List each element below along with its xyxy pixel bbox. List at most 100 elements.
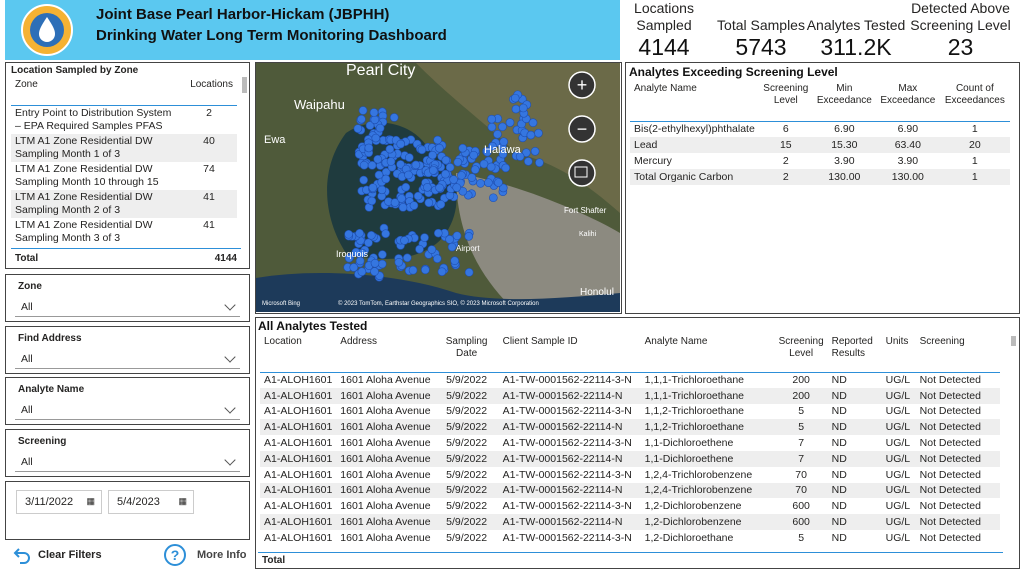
cell: ND: [831, 374, 847, 387]
column-header: Count of Exceedances: [944, 83, 1005, 106]
map-point: [441, 169, 450, 179]
map-point: [521, 148, 531, 157]
map-label: Honolul: [580, 287, 614, 298]
cell: 6: [782, 123, 789, 136]
map-point: [344, 253, 354, 263]
map-point: [498, 183, 508, 193]
map-point: [420, 233, 429, 242]
cell: Bis(2-ethylhexyl)phthalate: [634, 123, 755, 136]
cell: UG/L: [885, 468, 911, 481]
cell: A1-ALOH1601: [264, 452, 333, 465]
filter-slicer: Screening All: [5, 429, 250, 477]
dropdown[interactable]: All: [15, 297, 240, 317]
map-point: [369, 108, 379, 117]
cell: 1,1-Dichloroethene: [644, 437, 734, 450]
cell: 40: [203, 134, 215, 147]
cell: Not Detected: [919, 516, 981, 529]
header-row: Location Address Sampling Date Client Sampl…: [260, 336, 1000, 372]
dropdown[interactable]: All: [15, 400, 240, 420]
map-point: [365, 121, 375, 130]
cell: 5/9/2022: [446, 374, 488, 387]
cell: 15.30: [831, 139, 858, 151]
cell: 3.90: [834, 155, 855, 167]
map-point: [359, 175, 368, 185]
map-label: Waipahu: [294, 97, 345, 112]
cell: 5/9/2022: [446, 468, 488, 481]
cell: 1601 Aloha Avenue: [340, 437, 431, 450]
cell: A1-ALOH1601: [264, 405, 333, 418]
column-header: Zone: [15, 79, 38, 90]
map-point: [467, 173, 477, 182]
cell: Not Detected: [919, 500, 981, 513]
map-point: [389, 113, 399, 122]
zoom-button[interactable]: [568, 71, 596, 99]
map-point: [528, 118, 538, 127]
cell: ND: [831, 500, 847, 513]
cell: 2: [206, 106, 212, 119]
cell: 1601 Aloha Avenue: [340, 374, 431, 387]
table-row: Total Organic Carbon 2 130.00 130.00 1: [630, 169, 1010, 185]
total-label: Total: [15, 253, 39, 264]
table-row: A1-ALOH1601 1601 Aloha Avenue 5/9/2022 A1-T…: [260, 482, 1000, 499]
cell: LTM A1 Zone Residential DW Sampling Mont…: [15, 162, 159, 188]
table-row: A1-ALOH1601 1601 Aloha Avenue 5/9/2022 A1-T…: [260, 450, 1000, 467]
map-point: [486, 162, 496, 172]
svg-text:?: ?: [171, 547, 180, 563]
map-point: [349, 263, 359, 272]
cell: Lead: [634, 139, 658, 151]
map-point: [390, 198, 400, 207]
cell: 7: [798, 452, 805, 465]
map-point: [357, 267, 367, 277]
cell: 41: [203, 190, 215, 203]
more-info-button[interactable]: ? More Info: [163, 543, 247, 567]
zoom-button[interactable]: [568, 115, 596, 143]
dropdown-value: All: [21, 404, 33, 416]
map-point: [396, 160, 405, 169]
cell: 1: [971, 155, 978, 167]
map-label: Airport: [456, 244, 480, 253]
map-point: [355, 256, 365, 266]
map-point: [493, 129, 502, 139]
dropdown[interactable]: All: [15, 349, 240, 369]
table-row: A1-ALOH1601 1601 Aloha Avenue 5/9/2022 A1-T…: [260, 498, 1000, 514]
map-point: [535, 158, 544, 167]
map-point: [375, 123, 385, 133]
terrain: [416, 63, 620, 213]
calendar-icon: ▦: [178, 496, 187, 506]
zone-row: LTM A1 Zone Residential DW Sampling Mont…: [11, 189, 237, 218]
cell: LTM A1 Zone Residential DW Sampling Mont…: [15, 218, 153, 244]
map-point: [450, 256, 459, 265]
dropdown[interactable]: All: [15, 452, 240, 472]
cell: A1-ALOH1601: [264, 484, 333, 497]
select-button[interactable]: [568, 159, 596, 187]
column-header: Units: [885, 336, 909, 347]
calendar-icon: ▦: [86, 496, 95, 506]
dropdown-value: All: [21, 301, 33, 313]
cell: A1-ALOH1601: [264, 421, 333, 434]
cell: LTM A1 Zone Residential DW Sampling Mont…: [15, 134, 153, 160]
map-point: [479, 159, 489, 169]
total-value: 4144: [214, 253, 237, 264]
map-point: [484, 178, 493, 187]
map-point: [370, 115, 380, 125]
map-point: [436, 200, 446, 209]
ocean: [256, 273, 620, 312]
cell: A1-TW-0001562-22114-N: [502, 421, 623, 434]
map-point: [429, 166, 438, 175]
end-date[interactable]: 5/4/2023 ▦: [108, 490, 194, 514]
cell: 1,1,1-Trichloroethane: [644, 389, 745, 402]
start-date[interactable]: 3/11/2022 ▦: [16, 490, 102, 514]
cell: 5/9/2022: [446, 531, 488, 544]
column-header: Reported Results: [831, 336, 873, 359]
scrollbar: [1011, 336, 1016, 346]
map-point: [452, 183, 461, 192]
map-point: [353, 124, 363, 133]
map-point: [515, 152, 525, 161]
clear-filters-button[interactable]: Clear Filters: [12, 544, 102, 566]
map-point: [367, 161, 377, 170]
column-header: Client Sample ID: [502, 336, 578, 347]
map-point: [433, 254, 442, 263]
cell: 70: [795, 484, 807, 497]
column-header: Sampling Date: [445, 336, 488, 359]
